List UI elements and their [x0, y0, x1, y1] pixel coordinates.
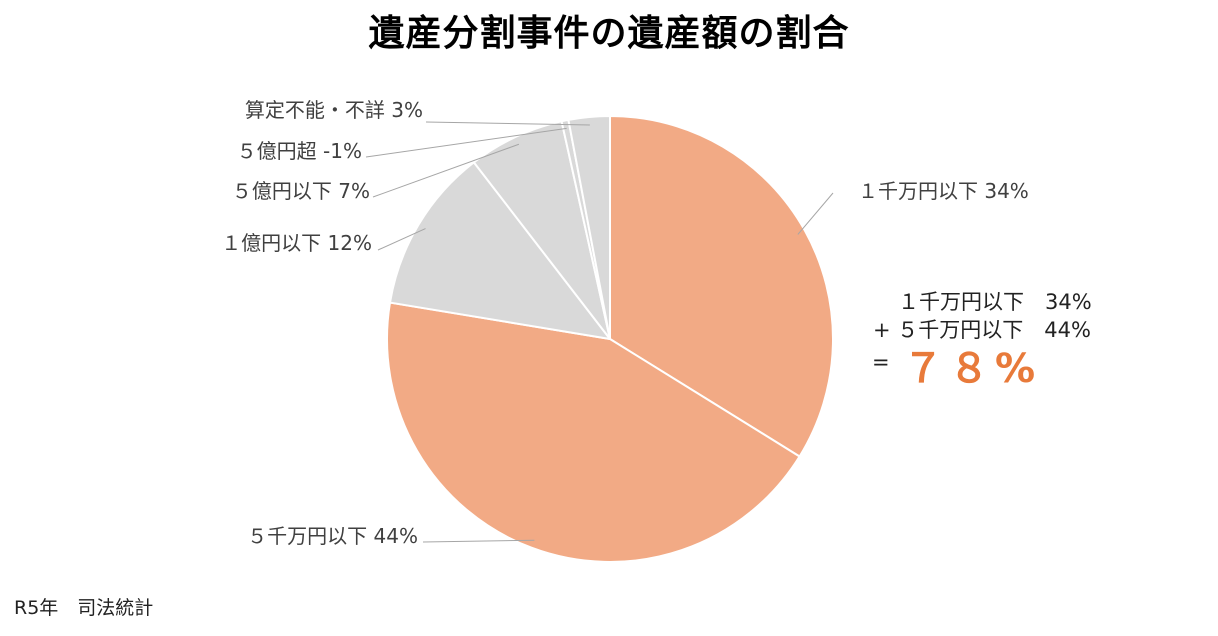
slice-label-5: 算定不能・不詳 3%	[245, 98, 423, 122]
callout-line-1: １千万円以下 34%	[898, 290, 1092, 314]
slice-label-1: ５千万円以下 44%	[247, 524, 418, 548]
source-note: R5年 司法統計	[14, 597, 154, 619]
leader-line-2	[377, 228, 426, 251]
callout-equals: =	[872, 350, 890, 374]
chart-title: 遺産分割事件の遺産額の割合	[368, 13, 850, 54]
leader-line-4	[365, 127, 567, 158]
pie-slice-5	[567, 114, 611, 340]
leader-line-3	[372, 143, 520, 198]
callout-total: ７８%	[903, 346, 1042, 392]
pie-slice-2	[388, 160, 613, 341]
slice-label-4: ５億円超 -1%	[237, 139, 362, 163]
slice-label-0: １千万円以下 34%	[858, 179, 1029, 203]
slice-label-3: ５億円以下 7%	[232, 179, 370, 203]
pie-slice-0	[609, 114, 834, 458]
pie-slice-1	[386, 301, 801, 563]
leader-line-1	[422, 539, 535, 543]
leader-line-5	[425, 121, 590, 126]
slice-label-2: １億円以下 12%	[221, 231, 372, 255]
leader-line-0	[797, 192, 834, 235]
callout-line-2: + ５千万円以下 44%	[873, 318, 1091, 342]
